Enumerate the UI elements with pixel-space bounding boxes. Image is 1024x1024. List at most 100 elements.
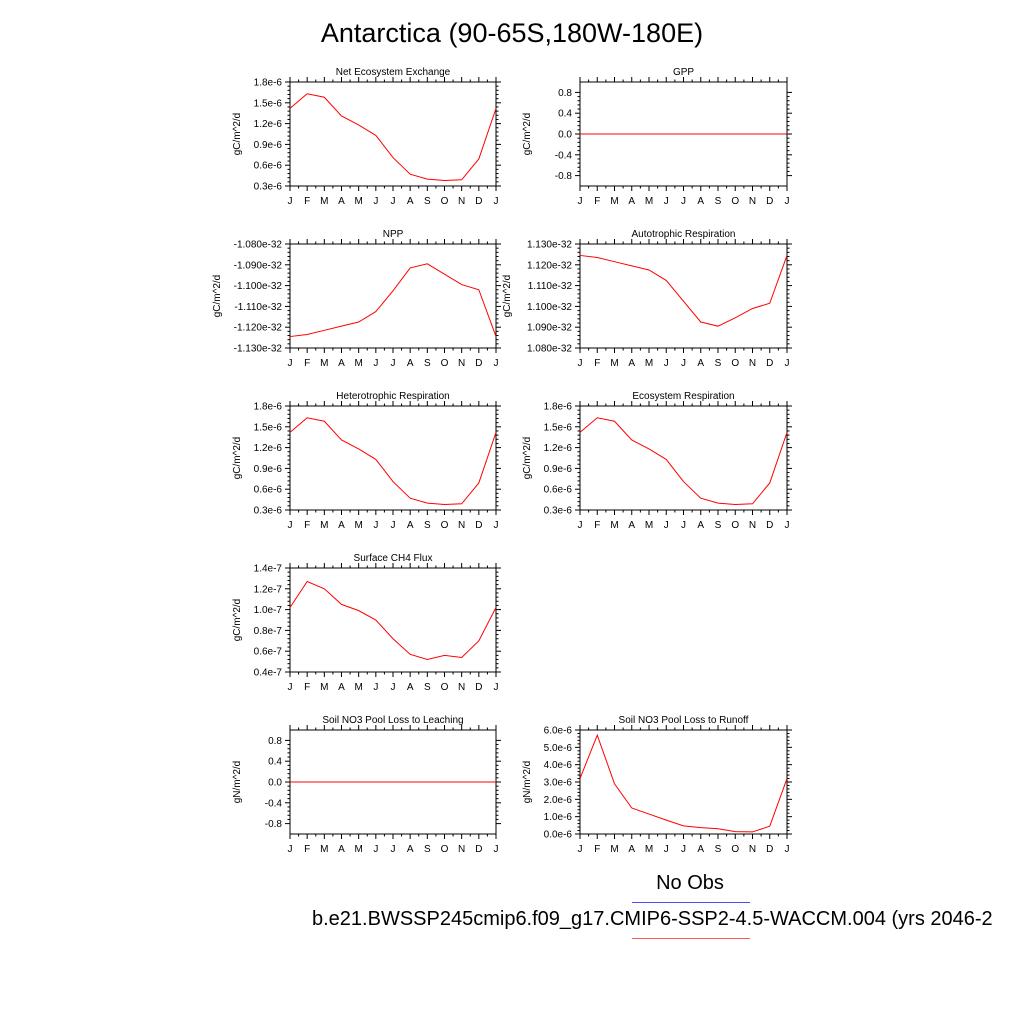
x-tick-label: J [785,358,790,369]
x-tick-label: F [594,196,600,207]
y-tick-label: 0.6e-7 [254,647,283,658]
x-tick-label: M [320,844,328,855]
series-line [579,254,788,327]
x-tick-label: F [304,196,310,207]
y-tick-label: 4.0e-6 [544,760,573,771]
plot-frame [289,567,497,673]
x-tick-label: M [645,520,653,531]
x-tick-label: D [475,844,482,855]
x-tick-label: J [578,358,583,369]
x-tick-label: M [354,682,362,693]
x-tick-label: M [645,844,653,855]
x-tick-label: F [304,520,310,531]
x-tick-label: F [304,844,310,855]
x-tick-label: S [424,358,431,369]
x-tick-label: D [475,520,482,531]
y-tick-label: 0.6e-6 [254,485,283,496]
x-tick-label: F [594,844,600,855]
panel-title: Ecosystem Respiration [632,391,734,402]
y-tick-label: 1.090e-32 [527,323,572,334]
panel-title: Heterotrophic Respiration [336,391,449,402]
y-tick-label: 0.0e-6 [544,830,573,841]
x-tick-label: M [645,196,653,207]
y-axis-label: gC/m^2/d [212,275,223,318]
x-tick-label: O [731,358,739,369]
legend-case-line [632,938,750,939]
x-tick-label: A [628,844,635,855]
x-tick-label: J [664,844,669,855]
x-tick-label: M [354,358,362,369]
x-tick-label: S [424,682,431,693]
x-tick-label: J [494,196,499,207]
series-line [289,417,497,505]
plot-frame [289,81,497,187]
y-axis-label: gN/m^2/d [232,761,243,804]
y-tick-label: 0.4 [558,109,572,120]
x-tick-label: J [664,196,669,207]
y-tick-label: 1.080e-32 [527,344,572,355]
y-tick-label: 1.5e-6 [254,422,283,433]
x-tick-label: N [458,358,465,369]
x-tick-label: J [373,196,378,207]
x-tick-label: O [441,358,449,369]
y-tick-label: 1.2e-6 [254,443,283,454]
x-tick-label: O [441,844,449,855]
y-tick-label: 1.130e-32 [527,240,572,251]
x-tick-label: A [628,358,635,369]
x-tick-label: M [645,358,653,369]
x-tick-label: M [320,196,328,207]
x-tick-label: J [391,358,396,369]
x-tick-label: J [494,844,499,855]
x-tick-label: F [304,682,310,693]
x-tick-label: S [715,520,722,531]
legend-obs-label: No Obs [656,872,724,894]
x-tick-label: J [288,844,293,855]
x-tick-label: M [610,196,618,207]
x-tick-label: J [578,844,583,855]
x-tick-label: J [681,196,686,207]
panel-title: Soil NO3 Pool Loss to Leaching [322,715,463,726]
y-tick-label: 0.6e-6 [254,161,283,172]
y-tick-label: 1.8e-6 [254,402,283,413]
x-tick-label: O [731,196,739,207]
y-tick-label: 0.8e-7 [254,626,283,637]
y-tick-label: 1.0e-7 [254,605,283,616]
x-tick-label: O [731,520,739,531]
panel-title: Net Ecosystem Exchange [336,67,451,78]
x-tick-label: A [407,520,414,531]
x-tick-label: J [373,682,378,693]
x-tick-label: A [338,682,345,693]
x-tick-label: J [373,358,378,369]
y-tick-label: 1.120e-32 [527,260,572,271]
y-tick-label: 0.3e-6 [254,182,283,193]
y-tick-label: 1.0e-6 [544,812,573,823]
x-tick-label: F [304,358,310,369]
y-tick-label: 1.2e-6 [544,443,573,454]
x-tick-label: N [749,520,756,531]
x-tick-label: A [338,844,345,855]
plot-frame [289,405,497,511]
x-tick-label: J [391,196,396,207]
x-tick-label: M [320,358,328,369]
x-tick-label: S [715,196,722,207]
y-tick-label: 0.3e-6 [544,506,573,517]
figure-title: Antarctica (90-65S,180W-180E) [320,18,704,48]
x-tick-label: M [354,520,362,531]
x-tick-label: F [594,358,600,369]
y-tick-label: 1.5e-6 [254,98,283,109]
y-tick-label: -0.8 [265,819,283,830]
y-tick-label: -1.080e-32 [234,240,283,251]
x-tick-label: S [424,196,431,207]
x-tick-label: A [407,196,414,207]
panel-title: Autotrophic Respiration [632,229,736,240]
y-tick-label: 1.100e-32 [527,302,572,313]
x-tick-label: O [441,520,449,531]
x-tick-label: J [288,358,293,369]
x-tick-label: D [766,196,773,207]
